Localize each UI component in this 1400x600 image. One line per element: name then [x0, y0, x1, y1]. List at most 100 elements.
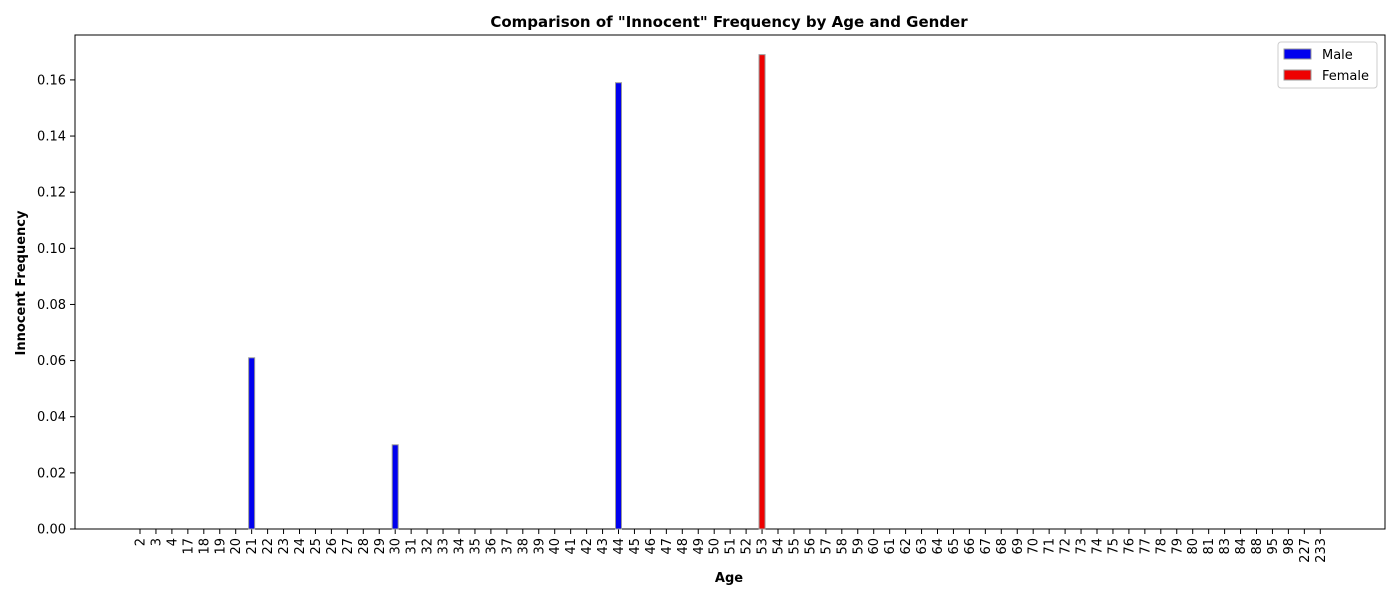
x-tick-label: 4 — [165, 538, 180, 546]
x-tick-label: 45 — [628, 538, 643, 555]
y-tick-label: 0.00 — [37, 523, 66, 538]
bar-male-44 — [615, 82, 622, 530]
x-tick-label: 80 — [1186, 538, 1201, 555]
x-tick-label: 26 — [325, 538, 340, 555]
x-tick-label: 37 — [500, 538, 515, 555]
x-tick-label: 65 — [947, 538, 962, 555]
x-tick-label: 39 — [532, 538, 547, 555]
x-tick-label: 64 — [931, 538, 946, 555]
x-tick-label: 77 — [1138, 538, 1153, 555]
plot-frame — [74, 34, 1386, 530]
y-axis-title: Innocent Frequency — [14, 210, 29, 355]
legend-label-male: Male — [1322, 48, 1353, 63]
x-tick-label: 88 — [1250, 538, 1265, 555]
x-tick-label: 62 — [899, 538, 914, 555]
x-tick-label: 21 — [245, 538, 260, 555]
x-tick-label: 23 — [277, 538, 292, 555]
x-tick-label: 81 — [1202, 538, 1217, 555]
x-tick-label: 84 — [1234, 538, 1249, 555]
x-tick-label: 70 — [1027, 538, 1042, 555]
chart-title: Comparison of "Innocent" Frequency by Ag… — [490, 13, 968, 31]
x-tick-label: 53 — [756, 538, 771, 555]
x-tick-label: 41 — [564, 538, 579, 555]
x-tick-label: 29 — [373, 538, 388, 555]
x-tick-label: 51 — [724, 538, 739, 555]
x-tick-label: 69 — [1011, 538, 1026, 555]
x-tick-label: 60 — [867, 538, 882, 555]
x-tick-label: 59 — [851, 538, 866, 555]
x-tick-label: 67 — [979, 538, 994, 555]
y-tick-label: 0.06 — [37, 354, 66, 369]
x-tick-label: 43 — [596, 538, 611, 555]
x-tick-label: 48 — [676, 538, 691, 555]
x-tick-label: 98 — [1282, 538, 1297, 555]
x-tick-label: 38 — [516, 538, 531, 555]
x-tick-label: 49 — [692, 538, 707, 555]
x-tick-label: 32 — [421, 538, 436, 555]
x-tick-label: 46 — [644, 538, 659, 555]
x-tick-label: 73 — [1075, 538, 1090, 555]
x-tick-label: 33 — [437, 538, 452, 555]
x-tick-label: 47 — [660, 538, 675, 555]
x-tick-label: 79 — [1170, 538, 1185, 555]
x-tick-label: 57 — [819, 538, 834, 555]
x-tick-label: 44 — [612, 538, 627, 555]
x-tick-label: 3 — [149, 538, 164, 546]
x-tick-label: 71 — [1043, 538, 1058, 555]
x-tick-label: 52 — [740, 538, 755, 555]
bar-male-30 — [391, 444, 399, 530]
x-tick-label: 61 — [883, 538, 898, 555]
x-tick-label: 58 — [835, 538, 850, 555]
y-tick-label: 0.14 — [37, 130, 66, 145]
x-axis-title: Age — [715, 571, 743, 586]
x-tick-label: 76 — [1122, 538, 1137, 555]
x-tick-label: 22 — [261, 538, 276, 555]
x-tick-label: 2 — [134, 538, 149, 546]
x-tick-label: 20 — [229, 538, 244, 555]
legend-swatch-male — [1283, 48, 1312, 60]
y-tick-label: 0.08 — [37, 298, 66, 313]
x-tick-label: 54 — [772, 538, 787, 555]
bar-male-21 — [248, 357, 256, 530]
x-tick-label: 72 — [1059, 538, 1074, 555]
x-tick-label: 83 — [1218, 538, 1233, 555]
x-tick-label: 56 — [803, 538, 818, 555]
legend-swatch-female — [1283, 69, 1312, 81]
x-tick-label: 19 — [213, 538, 228, 555]
x-tick-label: 28 — [357, 538, 372, 555]
x-tick-label: 36 — [484, 538, 499, 555]
x-tick-label: 30 — [389, 538, 404, 555]
legend: Male Female — [1277, 41, 1378, 89]
legend-label-female: Female — [1322, 69, 1369, 84]
y-tick-label: 0.02 — [37, 466, 66, 481]
x-tick-label: 50 — [708, 538, 723, 555]
y-tick-label: 0.12 — [37, 186, 66, 201]
x-tick-label: 18 — [197, 538, 212, 555]
y-tick-label: 0.16 — [37, 73, 66, 88]
x-tick-label: 78 — [1154, 538, 1169, 555]
x-tick-label: 63 — [915, 538, 930, 555]
x-tick-label: 55 — [787, 538, 802, 555]
bar-female-53 — [758, 54, 766, 530]
x-tick-label: 66 — [963, 538, 978, 555]
x-tick-label: 34 — [453, 538, 468, 555]
x-tick-label: 95 — [1266, 538, 1281, 555]
x-tick-label: 25 — [309, 538, 324, 555]
x-tick-label: 40 — [548, 538, 563, 555]
x-tick-label: 233 — [1314, 538, 1329, 563]
x-tick-label: 31 — [405, 538, 420, 555]
x-tick-label: 75 — [1106, 538, 1121, 555]
plot-area: 0.000.020.040.060.080.100.120.140.162 3 4 1… — [37, 34, 1386, 563]
x-tick-label: 42 — [580, 538, 595, 555]
x-tick-label: 35 — [468, 538, 483, 555]
x-tick-label: 74 — [1091, 538, 1106, 555]
y-tick-label: 0.04 — [37, 410, 66, 425]
x-tick-label: 227 — [1298, 538, 1313, 563]
y-tick-label: 0.10 — [37, 242, 66, 257]
x-tick-label: 27 — [341, 538, 356, 555]
x-tick-label: 24 — [293, 538, 308, 555]
x-tick-label: 17 — [181, 538, 196, 555]
x-tick-label: 68 — [995, 538, 1010, 555]
